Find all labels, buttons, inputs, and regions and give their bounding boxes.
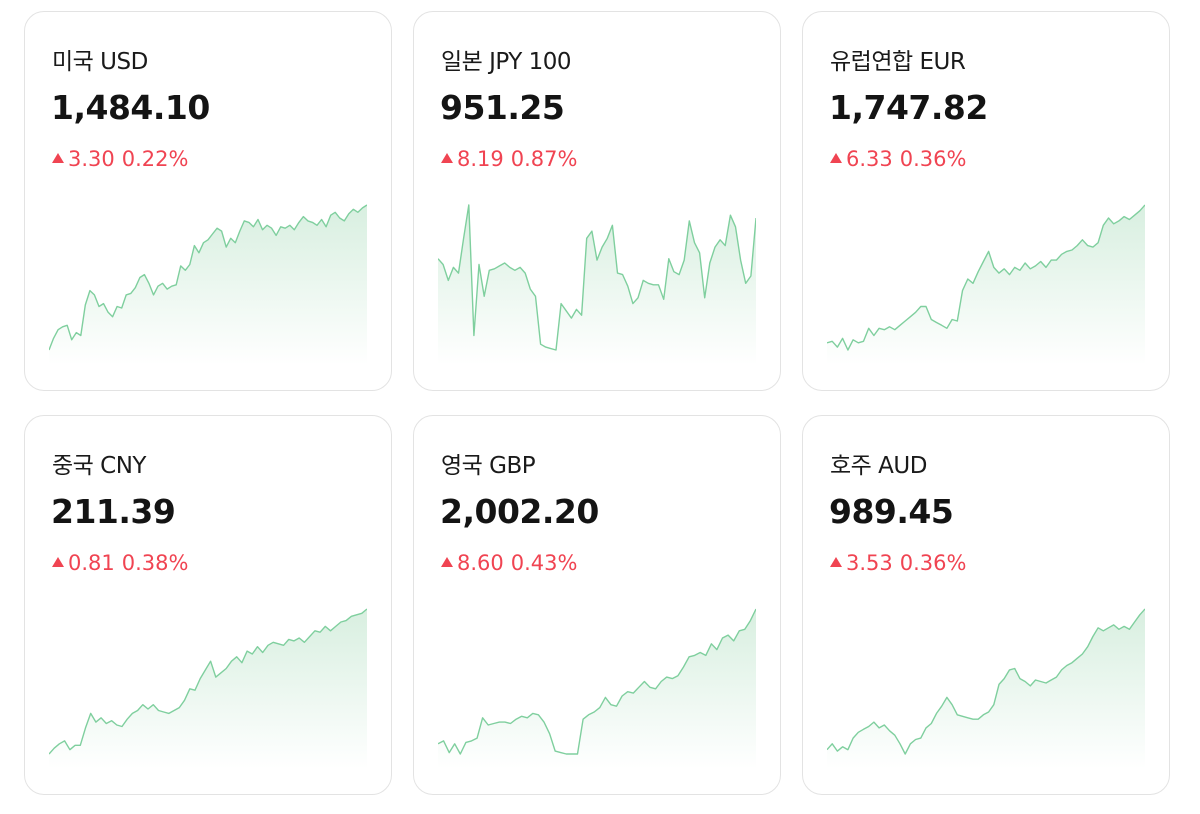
currency-title: 일본 JPY 100 (441, 49, 572, 75)
sparkline-area (438, 609, 756, 769)
sparkline-area (827, 609, 1145, 769)
currency-title: 유럽연합 EUR (830, 49, 966, 75)
change-amount: 0.81 (68, 551, 115, 575)
sparkline-line (827, 204, 1145, 351)
sparkline-area (438, 205, 756, 365)
change-percent: 0.87% (510, 147, 578, 171)
sparkline-area (49, 205, 367, 365)
sparkline-area (49, 609, 367, 769)
up-arrow-icon (52, 153, 64, 163)
up-arrow-icon (830, 557, 842, 567)
rate-card-cny[interactable]: 중국 CNY 211.39 0.81 0.38% (24, 415, 392, 795)
sparkline-chart (827, 608, 1145, 769)
up-arrow-icon (441, 557, 453, 567)
exchange-rate-value: 1,747.82 (829, 88, 988, 127)
change-percent: 0.43% (510, 551, 578, 575)
currency-title: 미국 USD (52, 49, 148, 75)
change-percent: 0.36% (899, 147, 967, 171)
change-amount: 3.53 (846, 551, 893, 575)
sparkline-line (438, 204, 756, 351)
rate-card-eur[interactable]: 유럽연합 EUR 1,747.82 6.33 0.36% (802, 11, 1170, 391)
exchange-rate-value: 1,484.10 (51, 88, 210, 127)
sparkline-area (827, 205, 1145, 365)
change-amount: 6.33 (846, 147, 893, 171)
change-amount: 3.30 (68, 147, 115, 171)
rate-card-aud[interactable]: 호주 AUD 989.45 3.53 0.36% (802, 415, 1170, 795)
currency-title: 중국 CNY (52, 453, 146, 479)
rate-change: 3.53 0.36% (830, 551, 966, 575)
exchange-rate-value: 211.39 (51, 492, 176, 531)
up-arrow-icon (52, 557, 64, 567)
rate-change: 0.81 0.38% (52, 551, 188, 575)
sparkline-line (49, 608, 367, 755)
rate-change: 8.19 0.87% (441, 147, 577, 171)
up-arrow-icon (441, 153, 453, 163)
rate-change: 8.60 0.43% (441, 551, 577, 575)
rate-card-jpy[interactable]: 일본 JPY 100 951.25 8.19 0.87% (413, 11, 781, 391)
exchange-rate-value: 989.45 (829, 492, 954, 531)
sparkline-chart (438, 608, 756, 769)
change-percent: 0.22% (121, 147, 189, 171)
up-arrow-icon (830, 153, 842, 163)
exchange-rate-value: 2,002.20 (440, 492, 599, 531)
sparkline-chart (49, 204, 367, 365)
sparkline-line (49, 204, 367, 351)
rate-change: 6.33 0.36% (830, 147, 966, 171)
sparkline-chart (827, 204, 1145, 365)
change-percent: 0.36% (899, 551, 967, 575)
change-percent: 0.38% (121, 551, 189, 575)
sparkline-line (438, 608, 756, 755)
sparkline-chart (49, 608, 367, 769)
rate-change: 3.30 0.22% (52, 147, 188, 171)
sparkline-line (827, 608, 1145, 755)
exchange-rate-value: 951.25 (440, 88, 565, 127)
rate-card-usd[interactable]: 미국 USD 1,484.10 3.30 0.22% (24, 11, 392, 391)
sparkline-chart (438, 204, 756, 365)
change-amount: 8.19 (457, 147, 504, 171)
rate-card-gbp[interactable]: 영국 GBP 2,002.20 8.60 0.43% (413, 415, 781, 795)
change-amount: 8.60 (457, 551, 504, 575)
currency-title: 호주 AUD (830, 453, 927, 479)
currency-title: 영국 GBP (441, 453, 536, 479)
